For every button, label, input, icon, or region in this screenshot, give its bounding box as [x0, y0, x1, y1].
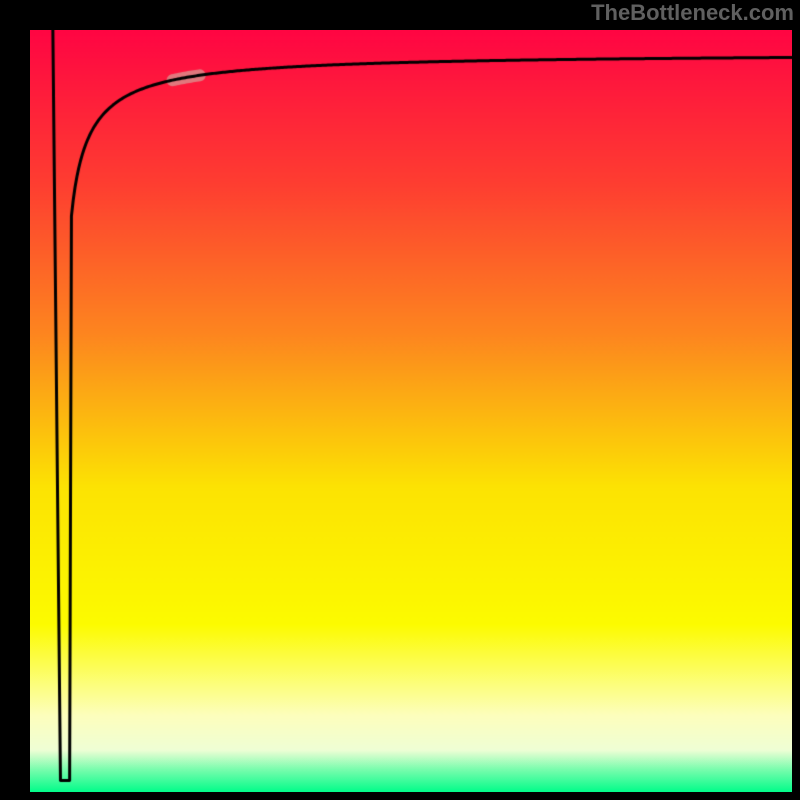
bottleneck-curve-chart [30, 30, 792, 792]
watermark-text: TheBottleneck.com [591, 2, 794, 24]
chart-container: TheBottleneck.com [0, 0, 800, 800]
